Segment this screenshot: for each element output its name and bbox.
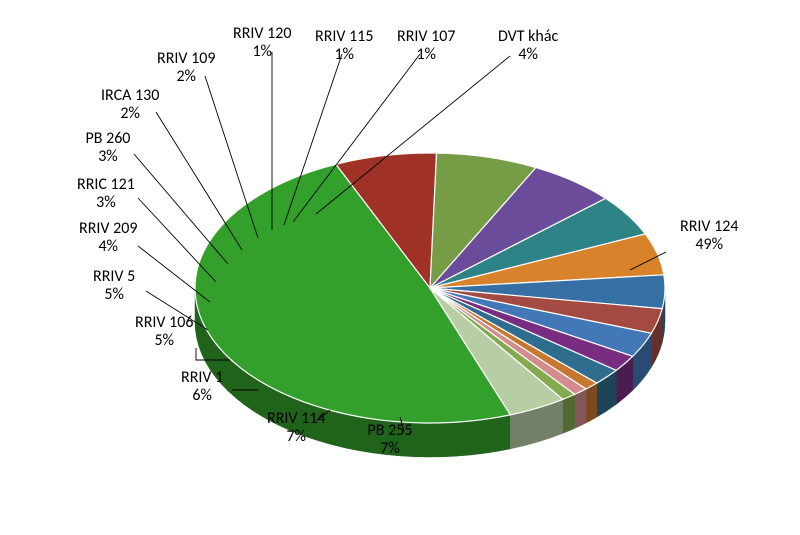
slice-name: RRIV 115	[315, 28, 373, 46]
pie-top	[195, 153, 665, 423]
slice-name: RRIV 107	[397, 28, 455, 46]
label-rriv-5: RRIV 55%	[93, 268, 135, 305]
slice-percent: 2%	[101, 105, 159, 123]
label-rriv-106: RRIV 1065%	[135, 314, 193, 351]
label-rriv-120: RRIV 1201%	[233, 25, 291, 62]
slice-percent: 6%	[181, 387, 223, 405]
label-rriv-124: RRIV 12449%	[680, 218, 738, 255]
slice-name: RRIV 5	[93, 268, 135, 286]
slice-name: RRIV 124	[680, 218, 738, 236]
slice-name: RRIV 120	[233, 25, 291, 43]
slice-name: RRIV 106	[135, 314, 193, 332]
slice-name: DVT khác	[498, 28, 558, 46]
label-irca-130: IRCA 1302%	[101, 87, 159, 124]
slice-name: PB 255	[368, 422, 413, 440]
label-rriv-107: RRIV 1071%	[397, 28, 455, 65]
slice-percent: 4%	[498, 46, 558, 64]
slice-percent: 4%	[79, 238, 137, 256]
slice-percent: 3%	[77, 194, 135, 212]
label-rriv-115: RRIV 1151%	[315, 28, 373, 65]
slice-percent: 49%	[680, 236, 738, 254]
label-dvt-khác: DVT khác4%	[498, 28, 558, 65]
slice-percent: 5%	[135, 332, 193, 350]
label-rriv-209: RRIV 2094%	[79, 220, 137, 257]
slice-name: RRIV 109	[157, 50, 215, 68]
slice-percent: 7%	[267, 428, 325, 446]
slice-percent: 1%	[397, 46, 455, 64]
label-rriv-1: RRIV 16%	[181, 369, 223, 406]
slice-percent: 2%	[157, 68, 215, 86]
slice-name: RRIC 121	[77, 176, 135, 194]
label-rriv-109: RRIV 1092%	[157, 50, 215, 87]
pie-chart-3d: RRIV 12449%PB 2557%RRIV 1147%RRIV 16%RRI…	[0, 0, 800, 535]
slice-name: IRCA 130	[101, 87, 159, 105]
slice-name: RRIV 1	[181, 369, 223, 387]
slice-percent: 5%	[93, 286, 135, 304]
slice-name: PB 260	[86, 130, 131, 148]
label-pb-255: PB 2557%	[368, 422, 413, 459]
slice-percent: 7%	[368, 440, 413, 458]
slice-percent: 3%	[86, 148, 131, 166]
slice-name: RRIV 114	[267, 410, 325, 428]
label-rric-121: RRIC 1213%	[77, 176, 135, 213]
label-rriv-114: RRIV 1147%	[267, 410, 325, 447]
slice-name: RRIV 209	[79, 220, 137, 238]
label-pb-260: PB 2603%	[86, 130, 131, 167]
slice-percent: 1%	[315, 46, 373, 64]
slice-percent: 1%	[233, 43, 291, 61]
